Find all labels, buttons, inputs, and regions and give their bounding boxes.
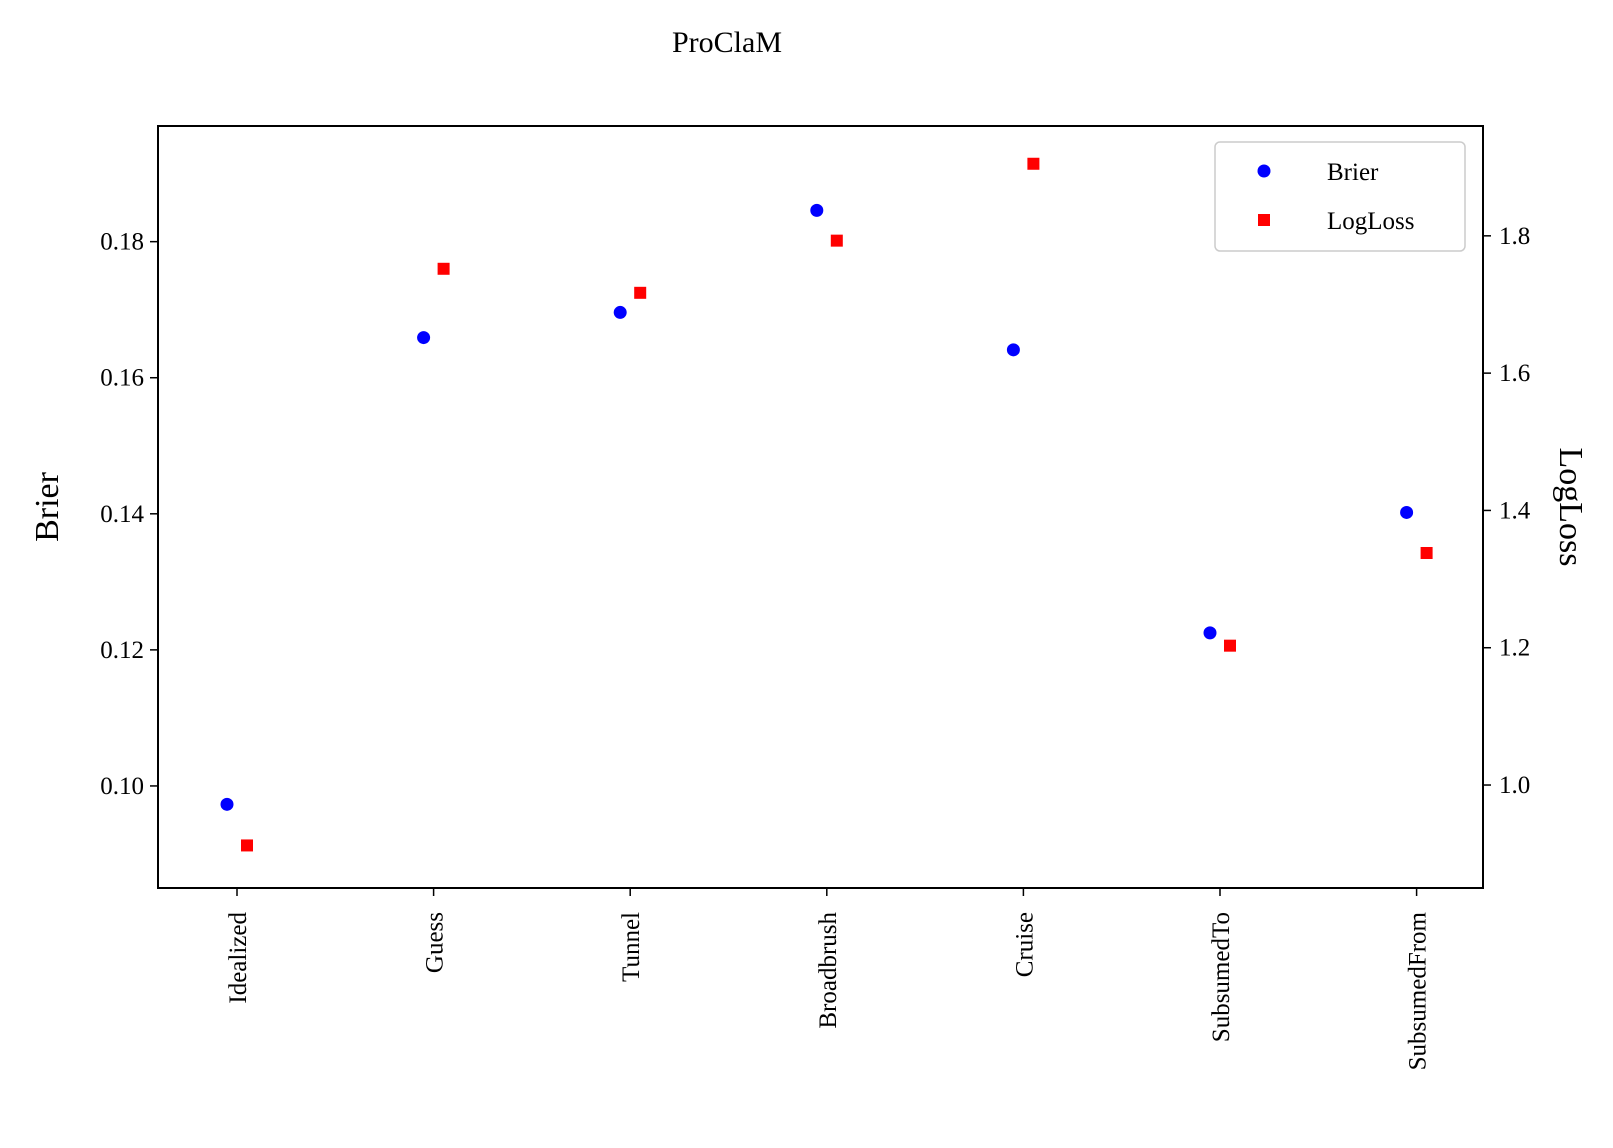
- point-brier: [1203, 626, 1217, 640]
- right-y-axis: 1.0 1.2 1.4 1.6 1.8: [1483, 223, 1531, 799]
- point-brier: [220, 797, 234, 811]
- point-logloss: [437, 262, 450, 275]
- legend: Brier LogLoss: [1214, 141, 1466, 252]
- y-axis-label-left: Brier: [29, 471, 66, 542]
- x-tick-label: SubsumedFrom: [1405, 911, 1432, 1070]
- x-tick-label: SubsumedTo: [1208, 912, 1235, 1042]
- legend-label-logloss: LogLoss: [1327, 208, 1415, 235]
- x-axis: Idealized Guess Tunnel Broadbrush Cruise Subs…: [225, 888, 1432, 1070]
- legend-marker-brier: [1257, 164, 1271, 178]
- left-tick-label: 0.18: [100, 229, 144, 256]
- right-tick-label: 1.0: [1499, 772, 1530, 799]
- left-tick-label: 0.12: [100, 637, 144, 664]
- plot-area: [157, 125, 1484, 889]
- left-tick-label: 0.16: [100, 365, 144, 392]
- point-brier: [810, 203, 824, 217]
- point-logloss: [634, 286, 647, 299]
- point-brier: [1400, 505, 1414, 519]
- data-points: [220, 157, 1433, 852]
- point-logloss: [1224, 639, 1236, 652]
- left-tick-label: 0.14: [100, 501, 144, 528]
- legend-label-brier: Brier: [1327, 159, 1379, 186]
- legend-box: [1214, 141, 1466, 252]
- point-brier: [613, 305, 627, 319]
- x-tick-label: Idealized: [225, 912, 252, 1004]
- point-logloss: [1420, 546, 1433, 559]
- left-tick-label: 0.10: [100, 773, 144, 800]
- x-tick-label: Cruise: [1011, 912, 1038, 977]
- right-tick-label: 1.4: [1499, 497, 1531, 524]
- x-tick-label: Tunnel: [618, 912, 645, 982]
- point-logloss: [830, 234, 843, 247]
- point-logloss: [1027, 157, 1040, 170]
- y-axis-label-right: LogLoss: [1552, 448, 1589, 567]
- point-brier: [1006, 343, 1020, 357]
- right-tick-label: 1.6: [1499, 360, 1530, 387]
- chart-title: ProClaM: [672, 26, 782, 59]
- legend-marker-logloss: [1258, 214, 1270, 226]
- left-y-axis: 0.10 0.12 0.14 0.16 0.18: [100, 229, 158, 800]
- x-tick-label: Guess: [422, 912, 449, 973]
- right-tick-label: 1.2: [1499, 635, 1530, 662]
- point-brier: [417, 331, 431, 345]
- right-tick-label: 1.8: [1499, 223, 1530, 250]
- point-logloss: [241, 839, 253, 852]
- x-tick-label: Broadbrush: [815, 912, 842, 1029]
